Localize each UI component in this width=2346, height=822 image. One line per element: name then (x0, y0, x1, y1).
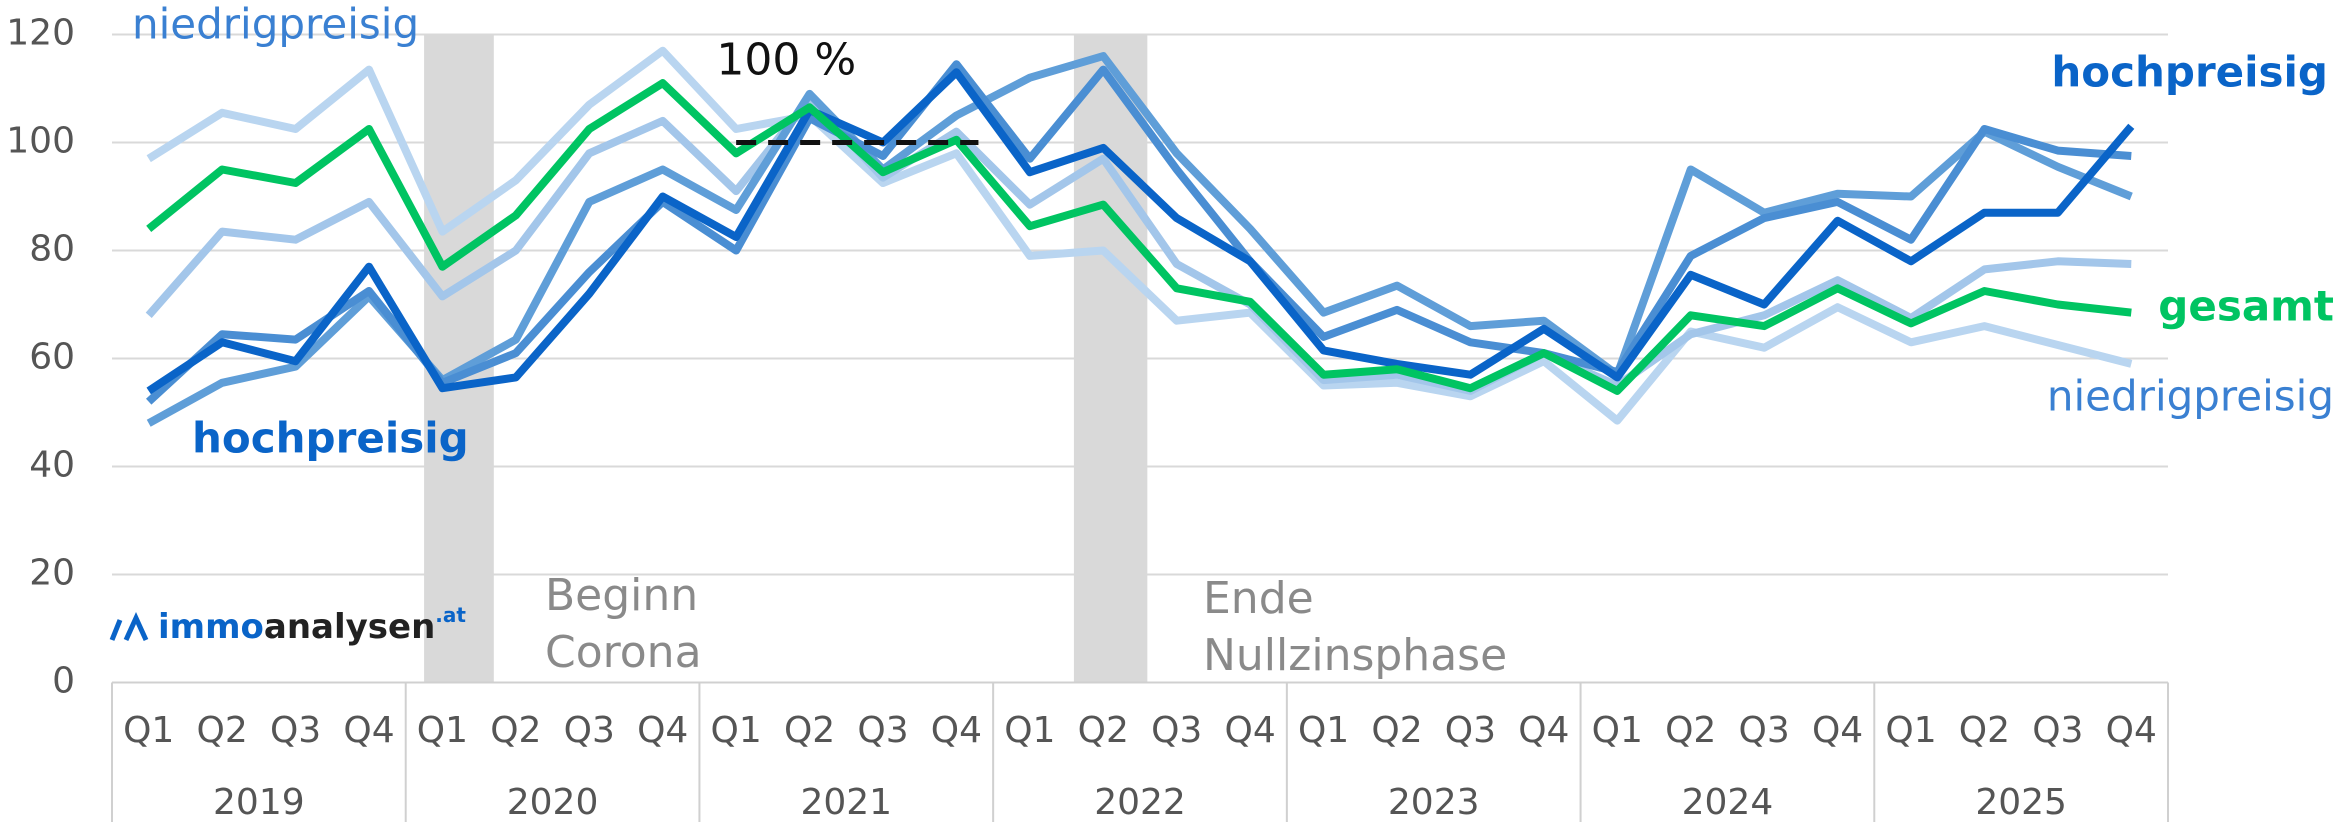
x-tick-label: Q3 (564, 710, 615, 751)
y-tick-label: 80 (29, 229, 75, 270)
x-tick-label: Q1 (711, 710, 762, 751)
series-line (146, 46, 2133, 425)
series-line (145, 95, 2132, 395)
year-label: 2022 (1094, 782, 1186, 822)
x-tick-label: Q2 (784, 710, 835, 751)
x-tick-label: Q3 (270, 710, 321, 751)
x-tick-label: Q3 (1445, 710, 1496, 751)
annotation: Corona (545, 627, 702, 678)
x-tick-label: Q4 (1225, 710, 1276, 751)
logo-part: analysen (264, 607, 435, 647)
x-tick-label: Q1 (123, 710, 174, 751)
year-label: 2019 (213, 782, 305, 822)
x-tick-label: Q4 (1518, 710, 1569, 751)
y-tick-label: 0 (52, 661, 75, 702)
x-tick-label: Q4 (2106, 710, 2157, 751)
x-tick-label: Q2 (1665, 710, 1716, 751)
series-line (146, 79, 2132, 395)
year-label: 2025 (1975, 782, 2067, 822)
y-tick-label: 40 (29, 445, 75, 486)
y-tick-label: 100 (6, 121, 75, 162)
logo-part: .at (435, 603, 466, 627)
year-label: 2023 (1388, 782, 1480, 822)
series-label: niedrigpreisig (132, 0, 419, 49)
x-tick-label: Q4 (343, 710, 394, 751)
x-tick-label: Q2 (1078, 710, 1129, 751)
logo: immoanalysen.at (109, 603, 466, 647)
annotation: Beginn (545, 570, 698, 621)
y-tick-label: 60 (29, 337, 75, 378)
x-tick-label: Q3 (2032, 710, 2083, 751)
x-tick-label: Q4 (1812, 710, 1863, 751)
series-label: gesamt (2158, 282, 2334, 331)
y-tick-label: 120 (6, 13, 75, 54)
series-line (146, 68, 2135, 395)
x-tick-label: Q3 (857, 710, 908, 751)
year-label: 2021 (800, 782, 892, 822)
series-line (146, 52, 2133, 427)
y-tick-label: 20 (29, 553, 75, 594)
series-label: niedrigpreisig (2047, 372, 2334, 421)
series-label: hochpreisig (192, 414, 469, 463)
x-tick-label: Q2 (1371, 710, 1422, 751)
x-tick-label: Q4 (637, 710, 688, 751)
x-tick-label: Q1 (1298, 710, 1349, 751)
annotation: Ende (1203, 573, 1314, 624)
reference-label: 100 % (716, 35, 856, 86)
logo-icon (109, 611, 149, 642)
year-label: 2024 (1682, 782, 1774, 822)
logo-text: immoanalysen.at (158, 603, 466, 647)
series-label: hochpreisig (2051, 48, 2328, 97)
x-tick-label: Q2 (1959, 710, 2010, 751)
x-tick-label: Q3 (1739, 710, 1790, 751)
x-tick-label: Q1 (1885, 710, 1936, 751)
x-tick-label: Q1 (1592, 710, 1643, 751)
annotation: Nullzinsphase (1203, 630, 1507, 681)
x-tick-label: Q1 (417, 710, 468, 751)
series-line (146, 60, 2132, 405)
logo-part: immo (158, 607, 264, 647)
x-tick-label: Q2 (197, 710, 248, 751)
year-label: 2020 (507, 782, 599, 822)
x-tick-label: Q4 (931, 710, 982, 751)
x-tick-label: Q2 (490, 710, 541, 751)
x-tick-label: Q3 (1151, 710, 1202, 751)
x-tick-label: Q1 (1004, 710, 1055, 751)
